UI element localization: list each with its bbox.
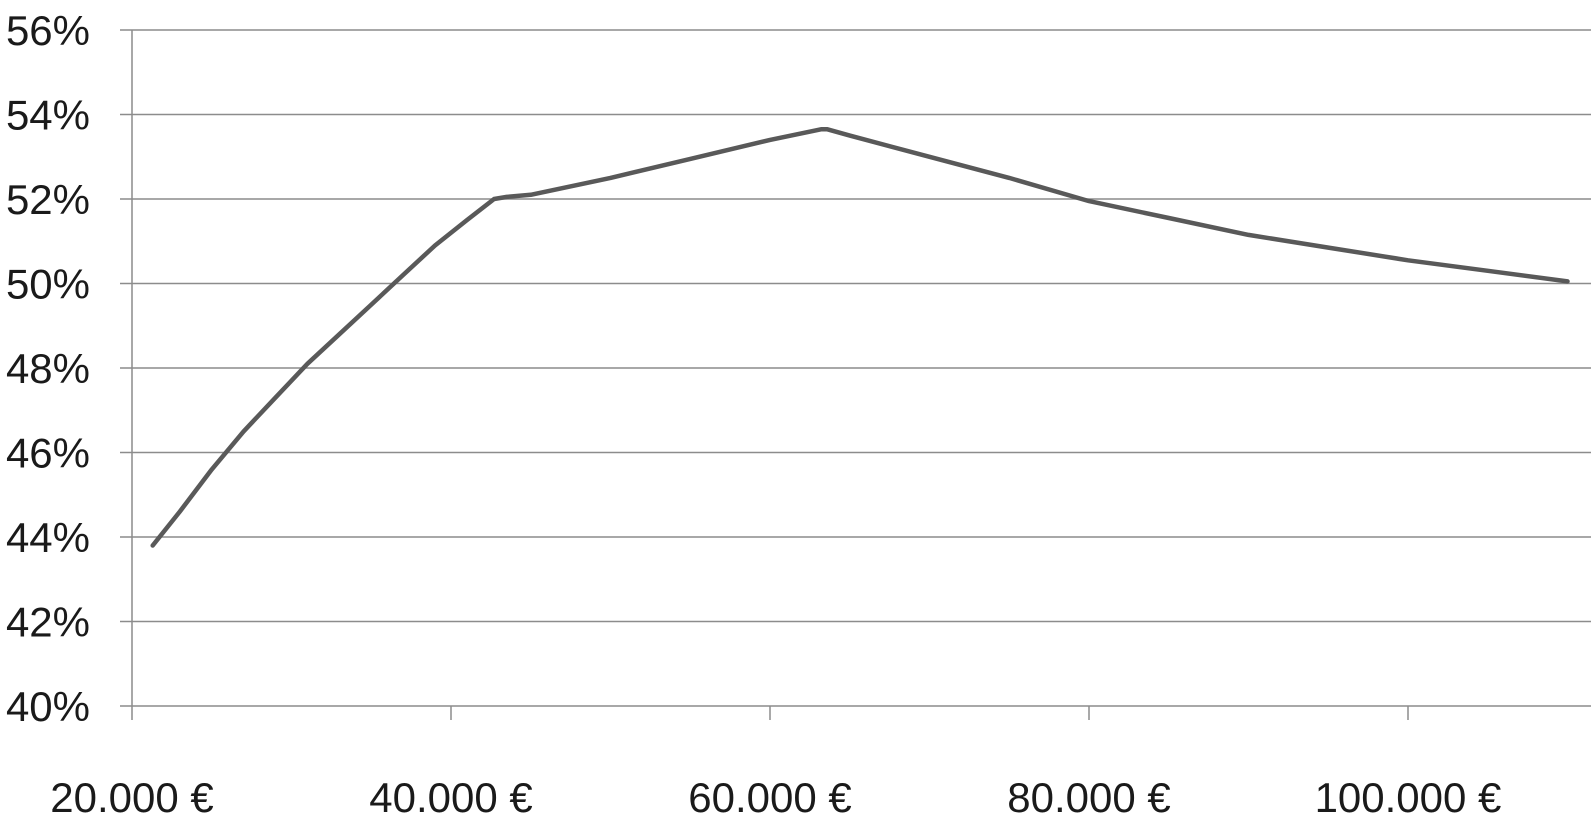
x-tick-label: 60.000 € [688, 774, 852, 821]
y-tick-label: 48% [6, 345, 90, 392]
y-tick-label: 50% [6, 261, 90, 308]
y-tick-label: 44% [6, 514, 90, 561]
x-tick-label: 80.000 € [1007, 774, 1171, 821]
x-axis-ticks: 20.000 € 40.000 € 60.000 € 80.000 € 100.000 … [50, 774, 1501, 821]
y-tick-label: 54% [6, 92, 90, 139]
y-tick-label: 46% [6, 430, 90, 477]
axes [131, 30, 1409, 720]
x-tick-label: 100.000 € [1315, 774, 1502, 821]
series-line-0 [150, 127, 1570, 548]
y-axis-ticks: 40% 42% 44% 46% 48% 50% 52% 54% 56% [6, 7, 90, 730]
series-layer [150, 127, 1570, 548]
y-tick-label: 52% [6, 176, 90, 223]
x-tick-label: 40.000 € [369, 774, 533, 821]
grid-lines [120, 29, 1591, 707]
y-tick-label: 40% [6, 683, 90, 730]
x-tick-label: 20.000 € [50, 774, 214, 821]
y-tick-label: 42% [6, 599, 90, 646]
y-tick-label: 56% [6, 7, 90, 54]
